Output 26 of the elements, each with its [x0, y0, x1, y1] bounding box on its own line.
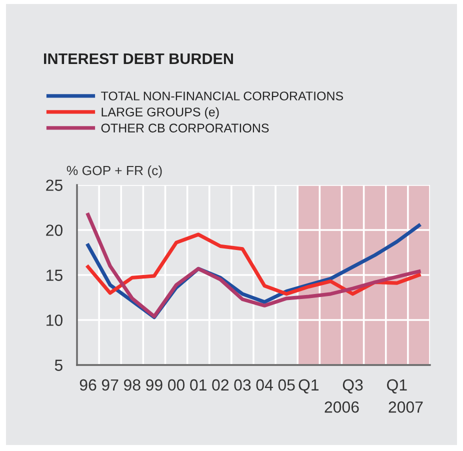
x-tick-label: Q3 [342, 379, 363, 394]
x-tick-label: 01 [190, 379, 206, 391]
y-tick-label: 25 [46, 180, 62, 191]
legend-label: LARGE GROUPS (e) [102, 107, 219, 119]
line-series [86, 232, 421, 296]
y-tick-label: 5 [54, 360, 62, 371]
chart-title: INTEREST DEBT BURDEN [44, 53, 233, 64]
x-tick-label: 99 [146, 379, 162, 391]
y-tick-label: 15 [46, 270, 62, 281]
x-tick-label: 05 [278, 379, 295, 391]
x-tick-label: Q1 [387, 379, 407, 394]
x-tick-label: 02 [212, 379, 228, 391]
text: 2007 [388, 401, 423, 413]
x-tick-label: 03 [234, 379, 251, 391]
legend-label: TOTAL NON-FINANCIAL CORPORATIONS [101, 92, 344, 100]
x-tick-label: 96 [80, 379, 96, 391]
y-tick-label: 10 [46, 314, 62, 326]
x-tick-label: Q1 [298, 379, 319, 394]
y-axis-title: % GOP + FR (c) [66, 166, 162, 178]
y-tick-label: 20 [46, 224, 62, 236]
x-tick-label: 00 [168, 379, 185, 391]
x-tick-label: 97 [102, 379, 118, 391]
legend-label: OTHER CB CORPORATIONS [101, 124, 269, 132]
x-tick-label: 04 [256, 379, 273, 391]
text: 2006 [324, 401, 359, 413]
x-tick-label: 98 [124, 379, 140, 391]
